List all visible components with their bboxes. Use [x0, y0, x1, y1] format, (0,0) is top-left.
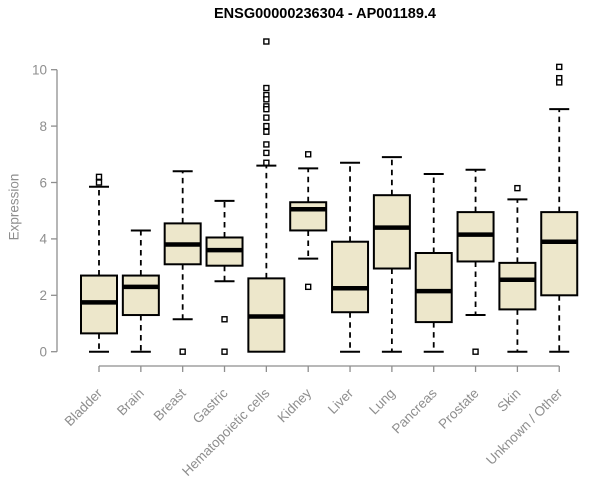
y-tick-label: 0	[39, 345, 47, 360]
outlier-point	[263, 141, 270, 148]
category-label: Gastric	[190, 385, 231, 426]
outlier-point	[305, 151, 312, 158]
outlier-point	[263, 149, 270, 157]
outlier-point	[221, 316, 228, 323]
outlier-point	[305, 283, 312, 291]
category-label: Bladder	[62, 385, 106, 429]
box-rect	[498, 261, 537, 311]
category-label: Prostate	[436, 386, 482, 432]
category-label: Skin	[494, 386, 523, 415]
box-rect	[121, 274, 160, 317]
y-tick-label: 6	[39, 175, 47, 190]
category-label: Unknown / Other	[483, 385, 566, 468]
box-group	[121, 229, 160, 353]
box-group	[205, 199, 244, 355]
outlier-point	[514, 184, 521, 192]
outlier-point	[263, 114, 270, 121]
category-label: Breast	[151, 385, 189, 423]
box-group	[498, 184, 537, 353]
box-rect	[289, 201, 328, 232]
category-label: Liver	[325, 385, 357, 417]
box-group	[163, 170, 202, 355]
box-group	[540, 63, 579, 353]
box-rect	[540, 211, 579, 297]
outlier-point	[263, 84, 270, 92]
box-group	[456, 168, 495, 355]
outlier-point	[263, 38, 270, 45]
outlier-point	[221, 348, 228, 355]
outlier-point	[263, 159, 270, 166]
box-group	[372, 156, 411, 353]
box-group	[289, 151, 328, 291]
category-label: Kidney	[275, 385, 315, 425]
chart-title: ENSG00000236304 - AP001189.4	[214, 6, 436, 22]
box-rect	[372, 194, 411, 270]
outlier-point	[263, 122, 270, 130]
outlier-point	[95, 173, 103, 181]
outlier-point	[263, 105, 270, 113]
outlier-point	[556, 63, 563, 71]
box-group	[80, 173, 118, 353]
category-label: Lung	[366, 386, 398, 418]
y-tick-label: 8	[39, 119, 47, 134]
y-tick-label: 4	[39, 232, 47, 247]
box-rect	[414, 252, 453, 324]
box-group	[331, 161, 370, 353]
box-rect	[331, 240, 370, 314]
box-group	[247, 38, 286, 353]
category-label: Pancreas	[389, 385, 440, 436]
y-tick-label: 2	[39, 288, 47, 303]
outlier-point	[263, 96, 270, 103]
outlier-point	[263, 128, 270, 135]
outlier-point	[179, 348, 186, 355]
box-group	[414, 173, 453, 353]
outlier-point	[556, 79, 563, 86]
outlier-point	[472, 348, 479, 355]
y-tick-label: 10	[32, 63, 47, 78]
category-label: Brain	[114, 386, 147, 419]
outlier-point	[95, 179, 103, 186]
